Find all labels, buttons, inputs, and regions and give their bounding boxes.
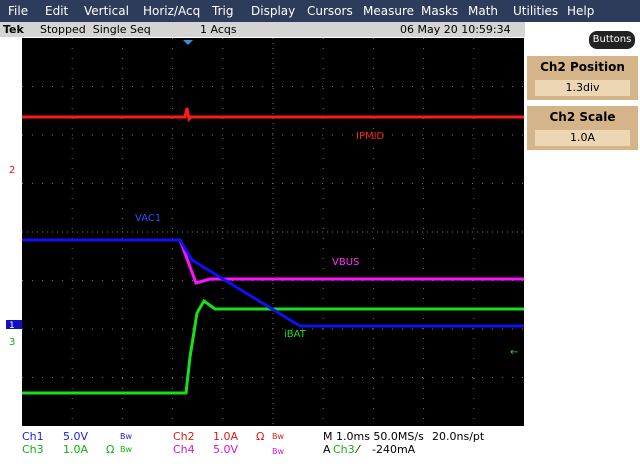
menu-item[interactable]: Cursors [307, 4, 353, 18]
trigger-position [183, 40, 193, 45]
ch-scale: 5.0V [63, 430, 89, 443]
menu-item[interactable]: Display [251, 4, 296, 18]
ch-scale: 1.0A [63, 443, 89, 456]
menu-item[interactable]: File [8, 4, 29, 18]
bw-limit: Bw [272, 432, 285, 441]
ch-scale: 5.0V [213, 443, 239, 456]
ch3-trace [22, 298, 524, 395]
panel-value: 1.3div [535, 80, 630, 96]
trace-label: iBAT [284, 329, 307, 340]
status-bar: Tek Stopped Single Seq 1 Acqs 06 May 20 … [0, 22, 525, 37]
buttons-toggle[interactable]: Buttons [589, 31, 635, 49]
ch2-trace [22, 107, 524, 123]
trace-label: VBUS [332, 257, 359, 268]
ch1-marker-box [6, 320, 22, 329]
trigger-level: -240mA [372, 443, 416, 456]
ch-name: Ch3 [22, 443, 44, 456]
ohm: Ω [106, 443, 115, 456]
menu-item[interactable]: Trig [212, 4, 234, 18]
menu-bar: File Edit Vertical Horiz/Acq Trig Display Curs… [0, 0, 640, 22]
trace-label: IPMID [356, 131, 385, 142]
panel-label: Ch2 Position [540, 60, 625, 74]
channel-marker: 2 [9, 165, 15, 176]
menu-item[interactable]: Edit [45, 4, 69, 18]
ohm: Ω [256, 430, 265, 443]
channel-marker: 1 [9, 321, 15, 331]
resolution: 20.0ns/pt [432, 430, 485, 443]
side-panel: Ch2 Position 1.3div Ch2 Scale 1.0A [525, 22, 640, 464]
panel-value: 1.0A [535, 130, 630, 146]
brand: Tek [3, 23, 24, 36]
bw-limit: Bw [272, 447, 285, 456]
trigger-level-marker: ← [510, 347, 518, 358]
ch-name: Ch4 [173, 443, 195, 456]
position-panel[interactable]: Ch2 Position 1.3div [527, 56, 638, 100]
ch-name: Ch1 [22, 430, 44, 443]
trigger-mode: A [323, 443, 331, 456]
acq-count: 1 Acqs [200, 23, 237, 36]
ch-name: Ch2 [173, 430, 195, 443]
menu-item[interactable]: Measure [363, 4, 414, 18]
graticule: IPMID VAC1 VBUS iBAT 2 1 3 ← [6, 38, 524, 426]
menu-item[interactable]: Vertical [84, 4, 129, 18]
trace-label: VAC1 [135, 213, 161, 224]
ch-scale: 1.0A [213, 430, 239, 443]
timebase: M 1.0ms 50.0MS/s [323, 430, 424, 443]
menu-item[interactable]: Masks [421, 4, 459, 18]
menu-item[interactable]: Utilities [513, 4, 559, 18]
ch1-trace [22, 238, 524, 328]
trigger-slope: ⁄ [357, 443, 359, 456]
menu-item[interactable]: Math [468, 4, 499, 18]
channel-marker: 3 [9, 337, 15, 348]
scale-panel[interactable]: Ch2 Scale 1.0A [527, 106, 638, 150]
trigger-source: Ch3 [333, 443, 355, 456]
bw-limit: Bw [120, 432, 133, 441]
datetime: 06 May 20 10:59:34 [400, 23, 511, 36]
menu-item[interactable]: Horiz/Acq [143, 4, 201, 18]
menu-item[interactable]: Help [567, 4, 595, 18]
panel-label: Ch2 Scale [549, 110, 616, 124]
bw-limit: Bw [120, 445, 133, 454]
acq-state: Stopped Single Seq [40, 23, 151, 36]
